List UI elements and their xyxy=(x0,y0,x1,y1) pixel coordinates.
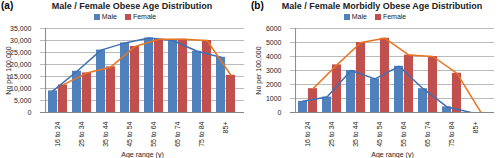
svg-text:35 to 44: 35 to 44 xyxy=(102,121,109,146)
html-text:Male: Male xyxy=(351,13,367,20)
svg-text:1000: 1000 xyxy=(266,95,282,102)
svg-text:No per 100,000: No per 100,000 xyxy=(255,46,263,94)
svg-text:55 to 64: 55 to 64 xyxy=(150,121,157,146)
svg-text:4000: 4000 xyxy=(266,53,282,60)
svg-text:25 to 34: 25 to 34 xyxy=(328,121,335,146)
svg-text:3000: 3000 xyxy=(266,67,282,74)
svg-text:6000: 6000 xyxy=(266,25,282,32)
svg-text:5000: 5000 xyxy=(266,39,282,46)
html-text:Female: Female xyxy=(132,13,157,20)
svg-text:0: 0 xyxy=(278,109,282,116)
svg-text:10,000: 10,000 xyxy=(10,85,32,92)
svg-text:35,000: 35,000 xyxy=(10,25,32,32)
svg-text:55 to 64: 55 to 64 xyxy=(400,121,407,146)
svg-text:16 to 24: 16 to 24 xyxy=(54,121,61,146)
svg-text:15,000: 15,000 xyxy=(10,73,32,80)
svg-text:65 to 74: 65 to 74 xyxy=(424,121,431,146)
svg-text:75 to 84: 75 to 84 xyxy=(448,121,455,146)
svg-text:16 to 24: 16 to 24 xyxy=(304,121,311,146)
svg-text:25 to 34: 25 to 34 xyxy=(78,121,85,146)
html-text:Female: Female xyxy=(382,13,407,20)
svg-text:85+: 85+ xyxy=(222,122,229,134)
svg-text:35 to 44: 35 to 44 xyxy=(352,121,359,146)
html-text:Male / Female Morbidly Obese A: Male / Female Morbidly Obese Age Distrib… xyxy=(281,1,483,11)
svg-text:65 to 74: 65 to 74 xyxy=(174,121,181,146)
svg-text:85+: 85+ xyxy=(472,122,479,134)
svg-text:20,000: 20,000 xyxy=(10,61,32,68)
html-text:(b): (b) xyxy=(251,0,264,11)
html-text:Male / Female Obese Age Distri: Male / Female Obese Age Distribution xyxy=(51,1,213,11)
svg-text:0: 0 xyxy=(28,109,32,116)
svg-text:Age range (y): Age range (y) xyxy=(121,151,163,158)
svg-text:5,000: 5,000 xyxy=(14,97,32,104)
svg-text:No per 100,000: No per 100,000 xyxy=(5,46,13,94)
svg-text:75 to 84: 75 to 84 xyxy=(198,121,205,146)
html-text:(a): (a) xyxy=(1,0,14,11)
svg-text:25,000: 25,000 xyxy=(10,49,32,56)
svg-text:45 to 54: 45 to 54 xyxy=(126,121,133,146)
svg-text:45 to 54: 45 to 54 xyxy=(376,121,383,146)
svg-text:2000: 2000 xyxy=(266,81,282,88)
svg-text:Age range (y): Age range (y) xyxy=(371,151,413,158)
html-text:Male: Male xyxy=(101,13,117,20)
svg-text:30,000: 30,000 xyxy=(10,37,32,44)
